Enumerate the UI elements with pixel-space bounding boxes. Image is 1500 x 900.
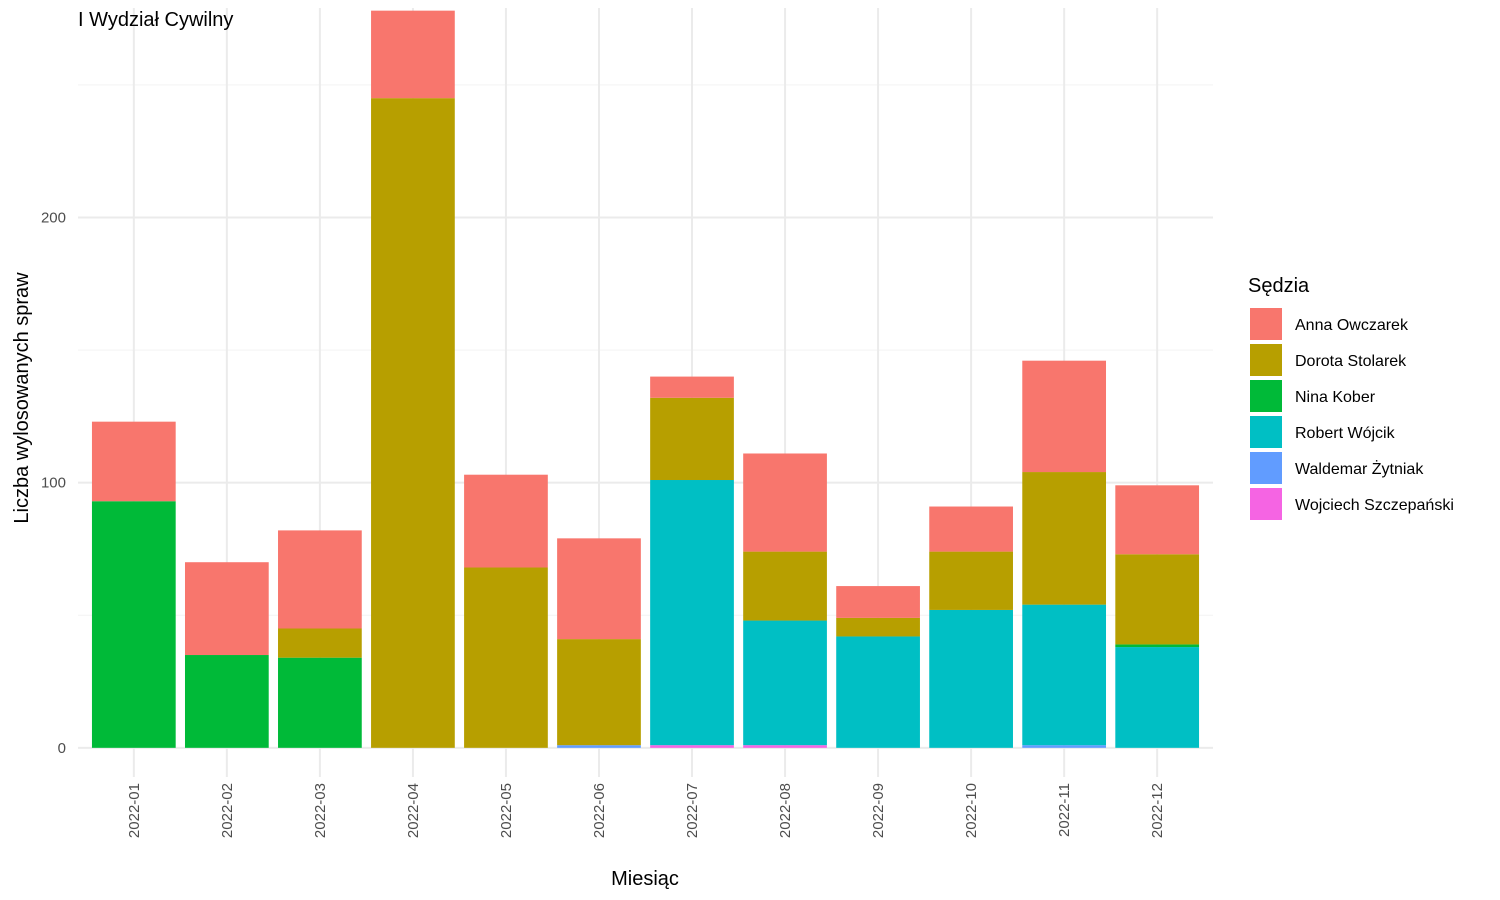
x-tick-label: 2022-02 xyxy=(219,783,236,838)
bar-segment xyxy=(929,609,1013,748)
bar-segment xyxy=(929,551,1013,610)
bar-segment xyxy=(557,639,641,746)
bars xyxy=(91,10,1200,748)
bar-segment xyxy=(1115,644,1200,648)
bar-segment xyxy=(278,657,362,748)
legend-key xyxy=(1250,308,1282,340)
y-axis-ticks: 0 100 200 xyxy=(41,209,66,756)
x-axis-title: Miesiąc xyxy=(611,868,679,890)
y-axis-title: Liczba wylosowanych spraw xyxy=(11,272,33,524)
bar-segment xyxy=(184,655,269,748)
legend-key xyxy=(1250,488,1282,520)
legend: Sędzia Anna Owczarek Dorota Stolarek Nina … xyxy=(1248,275,1454,520)
bar-segment xyxy=(743,620,827,746)
legend-label: Dorota Stolarek xyxy=(1295,353,1407,370)
x-tick-label: 2022-01 xyxy=(126,783,143,838)
legend-label: Robert Wójcik xyxy=(1295,425,1396,442)
y-tick-label: 200 xyxy=(41,209,66,226)
x-tick-label: 2022-08 xyxy=(777,783,794,838)
bar-segment xyxy=(91,421,176,502)
legend-label: Waldemar Żytniak xyxy=(1295,459,1424,478)
y-tick-label: 100 xyxy=(41,475,66,492)
x-axis-ticks: 2022-01 2022-02 2022-03 2022-04 2022-05 2022-… xyxy=(126,783,1166,838)
bar-segment xyxy=(184,562,269,656)
legend-label: Anna Owczarek xyxy=(1295,317,1409,334)
bar-segment xyxy=(1022,745,1107,748)
legend-title: Sędzia xyxy=(1248,275,1310,297)
bar-segment xyxy=(743,551,827,621)
legend-key xyxy=(1250,416,1282,448)
bar-segment xyxy=(650,480,734,746)
bar-segment xyxy=(557,745,641,748)
chart-title: I Wydział Cywilny xyxy=(78,9,233,31)
legend-key xyxy=(1250,380,1282,412)
bar-segment xyxy=(836,617,920,637)
bar-segment xyxy=(1022,472,1107,605)
bar-segment xyxy=(743,453,827,552)
legend-label: Nina Kober xyxy=(1295,389,1376,406)
bar-segment xyxy=(836,636,920,748)
bar-segment xyxy=(1022,604,1107,746)
bar-segment xyxy=(1115,554,1200,645)
y-tick-label: 0 xyxy=(58,740,66,757)
x-tick-label: 2022-06 xyxy=(591,783,608,838)
x-tick-label: 2022-12 xyxy=(1149,783,1166,838)
bar-segment xyxy=(464,567,548,748)
x-tick-label: 2022-04 xyxy=(405,783,422,838)
bar-segment xyxy=(650,397,734,481)
bar-segment xyxy=(650,376,734,398)
legend-key xyxy=(1250,452,1282,484)
bar-segment xyxy=(650,745,734,748)
x-tick-label: 2022-09 xyxy=(870,783,887,838)
bar-segment xyxy=(91,501,176,748)
bar-segment xyxy=(1115,485,1200,555)
bar-segment xyxy=(278,628,362,658)
bar-segment xyxy=(464,474,548,568)
x-tick-label: 2022-11 xyxy=(1056,783,1073,837)
bar-segment xyxy=(1115,647,1200,748)
bar-segment xyxy=(278,530,362,629)
x-tick-label: 2022-07 xyxy=(684,783,701,838)
legend-label: Wojciech Szczepański xyxy=(1295,497,1454,514)
x-tick-label: 2022-03 xyxy=(312,783,329,838)
bar-segment xyxy=(836,586,920,618)
legend-key xyxy=(1250,344,1282,376)
x-tick-label: 2022-05 xyxy=(498,783,515,838)
bar-segment xyxy=(371,10,455,99)
bar-segment xyxy=(743,745,827,748)
x-tick-label: 2022-10 xyxy=(963,783,980,838)
bar-segment xyxy=(557,538,641,640)
bar-segment xyxy=(929,506,1013,552)
bar-segment xyxy=(1022,360,1107,473)
bar-segment xyxy=(371,98,455,748)
